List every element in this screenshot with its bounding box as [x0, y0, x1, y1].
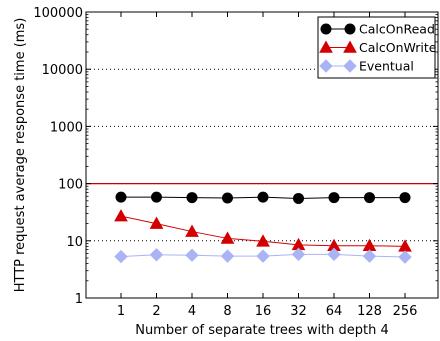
- y-tick-label: 100: [58, 178, 83, 193]
- x-tick-label: 256: [393, 304, 418, 319]
- data-point: [291, 247, 306, 262]
- legend-marker: [319, 59, 333, 73]
- x-tick-label: 32: [290, 304, 307, 319]
- series-Eventual: [114, 247, 412, 264]
- data-point: [186, 192, 198, 204]
- plot-frame: [85, 11, 439, 299]
- x-tick-label: 8: [223, 304, 231, 319]
- data-point: [115, 191, 127, 203]
- data-point: [149, 216, 164, 229]
- data-point: [114, 249, 128, 264]
- legend: CalcOnRead CalcOnWrite Eventual: [317, 16, 437, 79]
- data-point: [256, 249, 270, 263]
- legend-entry: Eventual: [319, 59, 414, 74]
- legend-entry: CalcOnWrite: [319, 40, 437, 55]
- data-point: [293, 192, 304, 204]
- y-tick-label: 10: [66, 235, 83, 250]
- data-point: [328, 192, 340, 204]
- data-point: [149, 248, 164, 262]
- data-point: [398, 250, 412, 264]
- y-axis-label: HTTP request average response time (ms): [13, 18, 28, 293]
- data-point: [114, 209, 128, 222]
- legend-label: CalcOnWrite: [359, 40, 437, 55]
- legend-marker: [320, 23, 332, 35]
- tick-layer: 1 10 100 1000 10000 100000 1 2 4 8 16 32 64 128 256: [33, 6, 438, 319]
- series-layer: [114, 191, 412, 264]
- x-axis-label: Number of separate trees with depth 4: [135, 323, 389, 338]
- legend-entry: CalcOnRead: [320, 22, 435, 37]
- x-tick-label: 1: [117, 304, 125, 319]
- legend-marker: [343, 59, 357, 73]
- series-CalcOnWrite: [114, 209, 412, 252]
- data-point: [399, 192, 411, 204]
- y-tick-label: 100000: [33, 6, 83, 21]
- legend-marker: [343, 40, 357, 53]
- data-point: [151, 191, 162, 203]
- y-tick-label: 1000: [50, 120, 83, 135]
- x-tick-label: 64: [326, 304, 343, 319]
- data-point: [327, 247, 341, 262]
- data-point: [220, 231, 235, 244]
- x-tick-label: 4: [188, 304, 196, 319]
- data-point: [220, 249, 235, 263]
- legend-label: Eventual: [359, 59, 414, 74]
- data-point: [185, 224, 199, 237]
- y-tick-label: 1: [75, 292, 83, 307]
- data-point: [185, 248, 199, 262]
- x-tick-label: 16: [255, 304, 272, 319]
- legend-marker: [344, 23, 356, 35]
- x-tick-label: 2: [152, 304, 160, 319]
- data-point: [257, 191, 269, 203]
- series-CalcOnRead: [115, 191, 411, 204]
- data-point: [222, 192, 233, 204]
- data-point: [362, 249, 377, 263]
- data-point: [256, 234, 270, 247]
- data-point: [364, 192, 375, 204]
- x-tick-label: 128: [357, 304, 382, 319]
- legend-marker: [319, 40, 333, 53]
- legend-label: CalcOnRead: [359, 22, 435, 37]
- y-tick-label: 10000: [42, 63, 83, 78]
